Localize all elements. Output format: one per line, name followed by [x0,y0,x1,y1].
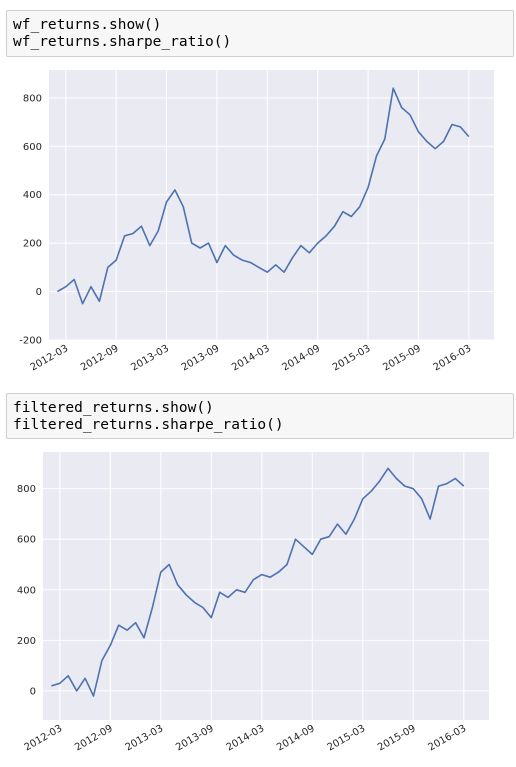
x-tick-label: 2014-09 [280,343,322,373]
series-line [51,467,465,697]
y-tick-label: -200 [19,336,42,347]
code-line: wf_returns.show() [13,17,162,33]
x-tick-label: 2016-03 [427,723,469,753]
x-tick-label: 2012-09 [79,343,121,373]
x-tick-label: 2013-09 [180,343,222,373]
y-tick-label: 200 [23,239,42,250]
x-tick-label: 2013-09 [174,723,216,753]
x-tick-label: 2015-09 [376,723,418,753]
plot-background [49,70,494,340]
x-tick-label: 2012-03 [29,343,71,373]
y-tick-label: 200 [17,636,36,647]
x-tick-label: 2013-03 [129,343,171,373]
y-tick-label: 0 [30,686,36,697]
x-tick-label: 2013-03 [124,723,166,753]
code-cell[interactable]: filtered_returns.show() filtered_returns… [6,393,514,439]
code-line: wf_returns.sharpe_ratio() [13,34,232,50]
y-tick-label: 0 [36,287,42,298]
code-line: filtered_returns.show() [13,400,214,416]
x-tick-label: 2015-09 [381,343,423,373]
y-tick-label: 400 [23,190,42,201]
x-tick-label: 2012-03 [23,723,65,753]
series-line [56,87,470,305]
x-tick-label: 2015-03 [331,343,373,373]
x-tick-label: 2016-03 [432,343,474,373]
y-tick-label: 800 [23,93,42,104]
code-line: filtered_returns.sharpe_ratio() [13,417,284,433]
x-tick-label: 2014-03 [230,343,272,373]
x-tick-label: 2012-09 [73,723,115,753]
code-cell[interactable]: wf_returns.show() wf_returns.sharpe_rati… [6,10,514,57]
x-tick-label: 2014-09 [275,723,317,753]
y-tick-label: 800 [17,484,36,495]
plot-background [43,452,489,720]
x-tick-label: 2014-03 [225,723,267,753]
y-tick-label: 600 [23,142,42,153]
y-tick-label: 400 [17,585,36,596]
x-tick-label: 2015-03 [326,723,368,753]
y-tick-label: 600 [17,535,36,546]
